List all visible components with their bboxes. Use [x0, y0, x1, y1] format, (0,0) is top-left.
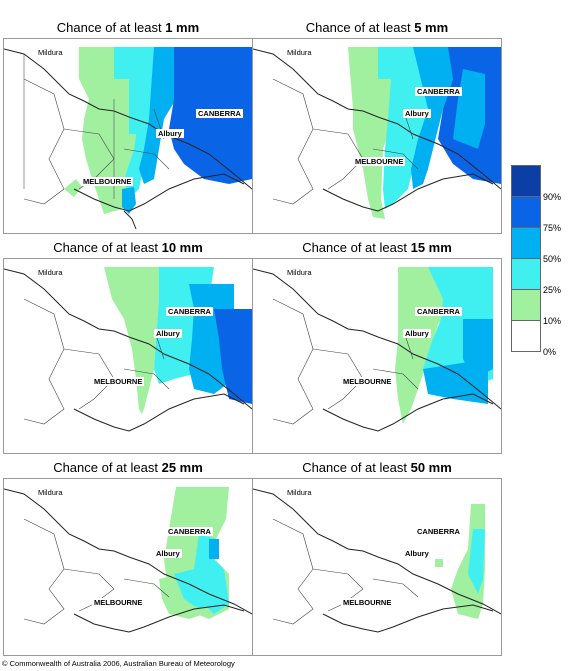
- legend-swatch-50: [511, 227, 541, 259]
- legend-swatch-90: [511, 165, 541, 197]
- legend-tick-25: 25%: [543, 285, 562, 295]
- place-label-canberra: CANBERRA: [415, 307, 462, 316]
- rainfall-map: Mildura CANBERRA Albury MELBOURNE: [3, 478, 253, 656]
- legend-tick-0: 0%: [543, 347, 557, 357]
- place-label-melbourne: MELBOURNE: [92, 598, 145, 607]
- panel-title: Chance of at least 10 mm: [53, 240, 203, 255]
- place-label-canberra: CANBERRA: [415, 87, 462, 96]
- place-label-melbourne: MELBOURNE: [341, 598, 394, 607]
- place-label-mildura: Mildura: [287, 268, 312, 277]
- panel-title: Chance of at least 5 mm: [305, 20, 449, 35]
- place-label-mildura: Mildura: [38, 48, 63, 57]
- legend-tick-10: 10%: [543, 316, 562, 326]
- panel-title: Chance of at least 1 mm: [56, 20, 200, 35]
- rainfall-map: Mildura CANBERRA Albury MELBOURNE: [252, 38, 502, 234]
- copyright-notice: © Commonwealth of Australia 2006, Austra…: [2, 659, 235, 668]
- legend-swatch-10: [511, 289, 541, 321]
- place-label-albury: Albury: [154, 329, 182, 338]
- rainfall-map: Mildura CANBERRA Albury MELBOURNE: [252, 478, 502, 656]
- rainfall-map: Mildura CANBERRA Albury MELBOURNE: [3, 38, 253, 234]
- legend-swatch-0: [511, 320, 541, 352]
- place-label-canberra: CANBERRA: [196, 109, 243, 118]
- legend-tick-75: 75%: [543, 223, 562, 233]
- place-label-albury: Albury: [154, 549, 182, 558]
- place-label-melbourne: MELBOURNE: [353, 157, 406, 166]
- legend-tick-50: 50%: [543, 254, 562, 264]
- place-label-albury: Albury: [403, 549, 431, 558]
- rainfall-map: Mildura CANBERRA Albury MELBOURNE: [252, 258, 502, 454]
- place-label-canberra: CANBERRA: [166, 307, 213, 316]
- panel-title: Chance of at least 15 mm: [302, 240, 452, 255]
- panel-title: Chance of at least 50 mm: [302, 460, 452, 475]
- place-label-mildura: Mildura: [38, 268, 63, 277]
- place-label-albury: Albury: [403, 109, 431, 118]
- place-label-albury: Albury: [156, 129, 184, 138]
- place-label-albury: Albury: [403, 329, 431, 338]
- place-label-melbourne: MELBOURNE: [81, 177, 134, 186]
- legend-tick-90: 90%: [543, 192, 562, 202]
- place-label-mildura: Mildura: [38, 488, 63, 497]
- place-label-canberra: CANBERRA: [415, 527, 462, 536]
- place-label-canberra: CANBERRA: [166, 527, 213, 536]
- legend-swatch-25: [511, 258, 541, 290]
- place-label-mildura: Mildura: [287, 48, 312, 57]
- rainfall-map: Mildura CANBERRA Albury MELBOURNE: [3, 258, 253, 454]
- place-label-mildura: Mildura: [287, 488, 312, 497]
- place-label-melbourne: MELBOURNE: [92, 377, 145, 386]
- panel-title: Chance of at least 25 mm: [53, 460, 203, 475]
- legend-swatch-75: [511, 196, 541, 228]
- place-label-melbourne: MELBOURNE: [341, 377, 394, 386]
